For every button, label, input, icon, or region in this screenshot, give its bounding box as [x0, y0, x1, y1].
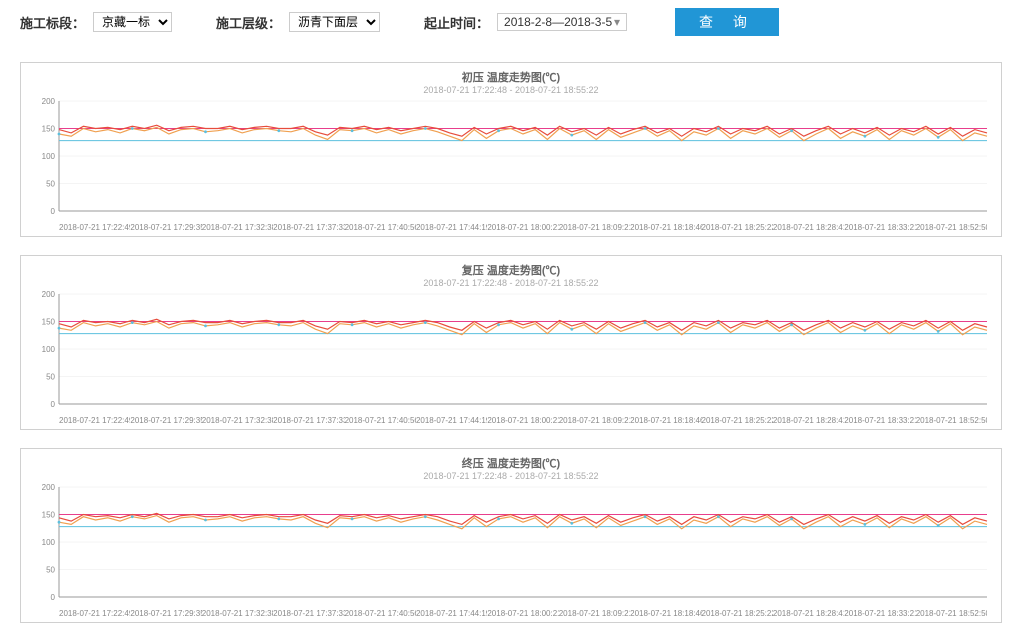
- filter-toolbar: 施工标段： 京藏一标 施工层级： 沥青下面层 起止时间： 2018-2-8—20…: [0, 0, 1022, 44]
- x-tick-label: 2018-07-21 18:52:50: [916, 416, 987, 425]
- x-tick-label: 2018-07-21 17:29:35: [130, 416, 201, 425]
- chart-subtitle: 2018-07-21 17:22:48 - 2018-07-21 18:55:2…: [31, 85, 991, 95]
- svg-text:0: 0: [51, 400, 56, 409]
- svg-text:200: 200: [42, 483, 56, 492]
- svg-text:150: 150: [42, 125, 56, 134]
- x-tick-label: 2018-07-21 18:25:22: [702, 609, 773, 618]
- x-axis-labels: 2018-07-21 17:22:492018-07-21 17:29:3520…: [31, 416, 991, 425]
- x-tick-label: 2018-07-21 17:44:19: [416, 223, 487, 232]
- chart-panel: 终压 温度走势图(℃)2018-07-21 17:22:48 - 2018-07…: [20, 448, 1002, 623]
- x-tick-label: 2018-07-21 18:00:21: [487, 223, 558, 232]
- x-tick-label: 2018-07-21 18:18:46: [630, 223, 701, 232]
- chart-area: 0 50 100 150 200: [31, 97, 991, 223]
- x-tick-label: 2018-07-21 18:28:41: [773, 223, 844, 232]
- x-tick-label: 2018-07-21 18:25:22: [702, 223, 773, 232]
- x-tick-label: 2018-07-21 18:33:21: [844, 609, 915, 618]
- x-tick-label: 2018-07-21 17:40:56: [345, 609, 416, 618]
- svg-text:200: 200: [42, 97, 56, 106]
- x-tick-label: 2018-07-21 17:32:38: [202, 416, 273, 425]
- svg-text:150: 150: [42, 318, 56, 327]
- x-tick-label: 2018-07-21 18:09:21: [559, 416, 630, 425]
- x-tick-label: 2018-07-21 18:52:50: [916, 223, 987, 232]
- x-tick-label: 2018-07-21 17:44:19: [416, 416, 487, 425]
- chart-title: 复压 温度走势图(℃): [31, 262, 991, 278]
- chevron-down-icon: ▾: [614, 15, 620, 29]
- x-tick-label: 2018-07-21 18:52:50: [916, 609, 987, 618]
- svg-text:100: 100: [42, 152, 56, 161]
- x-tick-label: 2018-07-21 17:40:56: [345, 223, 416, 232]
- date-range-picker[interactable]: 2018-2-8—2018-3-5 ▾: [497, 13, 627, 31]
- query-button[interactable]: 查 询: [675, 8, 779, 36]
- svg-text:100: 100: [42, 538, 56, 547]
- svg-text:50: 50: [46, 180, 55, 189]
- chart-area: 0 50 100 150 200: [31, 483, 991, 609]
- svg-text:100: 100: [42, 345, 56, 354]
- x-tick-label: 2018-07-21 17:44:19: [416, 609, 487, 618]
- x-tick-label: 2018-07-21 18:00:21: [487, 609, 558, 618]
- x-tick-label: 2018-07-21 18:09:21: [559, 609, 630, 618]
- chart-title: 终压 温度走势图(℃): [31, 455, 991, 471]
- x-tick-label: 2018-07-21 18:18:46: [630, 416, 701, 425]
- x-tick-label: 2018-07-21 18:25:22: [702, 416, 773, 425]
- layer-select[interactable]: 沥青下面层: [289, 12, 380, 32]
- x-tick-label: 2018-07-21 17:32:38: [202, 609, 273, 618]
- x-tick-label: 2018-07-21 17:22:49: [59, 223, 130, 232]
- svg-text:50: 50: [46, 566, 55, 575]
- section-select[interactable]: 京藏一标: [93, 12, 172, 32]
- x-tick-label: 2018-07-21 18:33:21: [844, 416, 915, 425]
- x-tick-label: 2018-07-21 18:28:41: [773, 609, 844, 618]
- charts-container: 初压 温度走势图(℃)2018-07-21 17:22:48 - 2018-07…: [0, 62, 1022, 623]
- x-tick-label: 2018-07-21 17:22:49: [59, 609, 130, 618]
- svg-text:0: 0: [51, 593, 56, 602]
- chart-subtitle: 2018-07-21 17:22:48 - 2018-07-21 18:55:2…: [31, 471, 991, 481]
- x-tick-label: 2018-07-21 17:37:33: [273, 416, 344, 425]
- x-tick-label: 2018-07-21 17:32:38: [202, 223, 273, 232]
- x-tick-label: 2018-07-21 17:37:33: [273, 609, 344, 618]
- x-tick-label: 2018-07-21 17:29:35: [130, 609, 201, 618]
- x-tick-label: 2018-07-21 17:37:33: [273, 223, 344, 232]
- x-tick-label: 2018-07-21 17:29:35: [130, 223, 201, 232]
- chart-panel: 复压 温度走势图(℃)2018-07-21 17:22:48 - 2018-07…: [20, 255, 1002, 430]
- svg-text:200: 200: [42, 290, 56, 299]
- layer-label: 施工层级：: [216, 13, 281, 32]
- svg-text:150: 150: [42, 511, 56, 520]
- x-tick-label: 2018-07-21 18:33:21: [844, 223, 915, 232]
- x-tick-label: 2018-07-21 18:09:21: [559, 223, 630, 232]
- chart-subtitle: 2018-07-21 17:22:48 - 2018-07-21 18:55:2…: [31, 278, 991, 288]
- section-label: 施工标段：: [20, 13, 85, 32]
- x-tick-label: 2018-07-21 17:40:56: [345, 416, 416, 425]
- svg-text:50: 50: [46, 373, 55, 382]
- svg-text:0: 0: [51, 207, 56, 216]
- x-axis-labels: 2018-07-21 17:22:492018-07-21 17:29:3520…: [31, 609, 991, 618]
- x-tick-label: 2018-07-21 18:18:46: [630, 609, 701, 618]
- chart-area: 0 50 100 150 200: [31, 290, 991, 416]
- x-axis-labels: 2018-07-21 17:22:492018-07-21 17:29:3520…: [31, 223, 991, 232]
- x-tick-label: 2018-07-21 17:22:49: [59, 416, 130, 425]
- x-tick-label: 2018-07-21 18:28:41: [773, 416, 844, 425]
- time-label: 起止时间：: [424, 13, 489, 32]
- chart-title: 初压 温度走势图(℃): [31, 69, 991, 85]
- x-tick-label: 2018-07-21 18:00:21: [487, 416, 558, 425]
- chart-panel: 初压 温度走势图(℃)2018-07-21 17:22:48 - 2018-07…: [20, 62, 1002, 237]
